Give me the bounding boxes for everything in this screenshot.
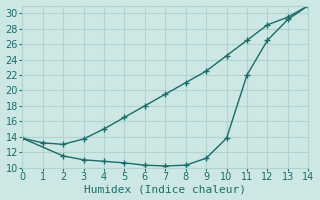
X-axis label: Humidex (Indice chaleur): Humidex (Indice chaleur) [84, 184, 246, 194]
